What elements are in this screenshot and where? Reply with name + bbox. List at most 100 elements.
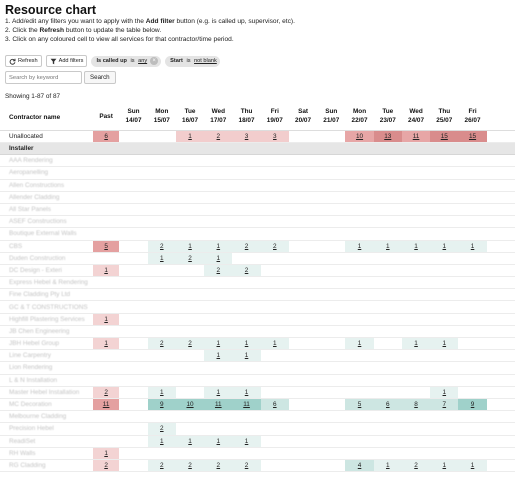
day-cell: [289, 277, 317, 288]
column-header-day[interactable]: Thu 25/07: [430, 104, 458, 130]
past-cell[interactable]: 1: [92, 447, 120, 459]
day-cell[interactable]: 2: [147, 459, 176, 472]
day-cell[interactable]: 1: [175, 435, 205, 447]
day-cell[interactable]: 1: [430, 338, 459, 350]
day-cell[interactable]: 2: [175, 338, 205, 350]
column-header-day[interactable]: Sat 20/07: [289, 104, 317, 130]
day-cell[interactable]: 1: [232, 435, 261, 447]
column-header-day[interactable]: Fri 19/07: [261, 104, 289, 130]
day-cell[interactable]: 1: [147, 435, 176, 447]
day-cell[interactable]: 2: [204, 264, 233, 277]
day-cell[interactable]: 1: [204, 252, 233, 264]
day-cell[interactable]: 1: [204, 240, 233, 252]
add-filters-button[interactable]: Add filters: [45, 55, 88, 67]
day-cell[interactable]: 2: [232, 240, 261, 252]
day-cell[interactable]: 2: [147, 240, 176, 252]
filter-chip-start[interactable]: Start is not blank: [165, 55, 220, 67]
day-cell[interactable]: 11: [204, 398, 233, 411]
day-cell[interactable]: 1: [260, 338, 289, 350]
day-cell[interactable]: 8: [401, 398, 431, 411]
day-cell: [458, 362, 486, 373]
day-cell[interactable]: 1: [232, 386, 261, 398]
day-cell[interactable]: 1: [204, 435, 233, 447]
day-cell[interactable]: 1: [204, 386, 233, 398]
column-header-day[interactable]: Mon 15/07: [148, 104, 176, 130]
filter-chip-called-up[interactable]: Is called up is any ×: [91, 55, 162, 67]
column-header-day[interactable]: Tue 16/07: [176, 104, 204, 130]
day-cell[interactable]: 1: [345, 240, 374, 252]
column-header-day[interactable]: Fri 26/07: [458, 104, 486, 130]
column-header-day[interactable]: Sun 14/07: [119, 104, 147, 130]
day-cell[interactable]: 1: [147, 252, 176, 264]
day-cell[interactable]: 1: [401, 338, 431, 350]
day-cell[interactable]: 9: [147, 398, 176, 411]
day-cell[interactable]: 1: [430, 459, 459, 472]
day-cell[interactable]: 3: [232, 131, 261, 143]
past-cell[interactable]: 6: [92, 131, 120, 143]
column-header-day[interactable]: [487, 104, 515, 130]
day-cell[interactable]: 2: [147, 338, 176, 350]
day-cell[interactable]: 2: [232, 264, 261, 277]
past-cell: [93, 289, 120, 300]
refresh-button[interactable]: Refresh: [5, 55, 42, 67]
day-cell[interactable]: 2: [204, 131, 233, 143]
day-cell[interactable]: 1: [232, 350, 261, 362]
past-cell[interactable]: 1: [92, 338, 120, 350]
day-cell[interactable]: 1: [204, 338, 233, 350]
day-cell[interactable]: 4: [345, 459, 374, 472]
day-cell[interactable]: 2: [147, 423, 176, 435]
column-header-day[interactable]: Mon 22/07: [345, 104, 373, 130]
day-cell[interactable]: 1: [373, 240, 402, 252]
column-header-contractor[interactable]: Contractor name: [9, 113, 61, 121]
past-cell[interactable]: 2: [92, 386, 120, 398]
day-cell[interactable]: 6: [260, 398, 289, 411]
day-cell[interactable]: 2: [232, 459, 261, 472]
day-cell[interactable]: 10: [175, 398, 205, 411]
past-cell[interactable]: 5: [92, 240, 120, 252]
day-cell[interactable]: 1: [458, 240, 487, 252]
day-cell[interactable]: 6: [373, 398, 402, 411]
column-header-day[interactable]: Sun 21/07: [317, 104, 345, 130]
day-cell[interactable]: 15: [458, 131, 487, 143]
day-cell[interactable]: 2: [260, 240, 289, 252]
remove-filter-icon[interactable]: ×: [150, 57, 159, 65]
day-cell[interactable]: 11: [401, 131, 431, 143]
day-cell[interactable]: 1: [345, 338, 374, 350]
day-cell[interactable]: 2: [175, 459, 205, 472]
column-header-day[interactable]: Wed 24/07: [402, 104, 430, 130]
day-cell[interactable]: 5: [345, 398, 374, 411]
column-header-day[interactable]: Thu 18/07: [232, 104, 260, 130]
past-cell[interactable]: 2: [92, 459, 120, 472]
search-button[interactable]: Search: [84, 71, 116, 84]
day-cell[interactable]: 9: [458, 398, 487, 411]
column-header-day[interactable]: Tue 23/07: [374, 104, 402, 130]
past-cell[interactable]: 1: [92, 313, 120, 325]
column-header-past[interactable]: Past: [99, 112, 113, 120]
day-cell[interactable]: 2: [204, 459, 233, 472]
day-cell[interactable]: 13: [373, 131, 402, 143]
day-cell[interactable]: 3: [260, 131, 289, 143]
day-cell[interactable]: 1: [430, 386, 459, 398]
day-cell[interactable]: 2: [175, 252, 205, 264]
day-cell[interactable]: 1: [204, 350, 233, 362]
filter-field: Start: [170, 58, 183, 64]
day-cell[interactable]: 2: [401, 459, 431, 472]
day-cell[interactable]: 11: [232, 398, 261, 411]
day-cell[interactable]: 1: [232, 338, 261, 350]
day-cell[interactable]: 1: [373, 459, 402, 472]
day-cell[interactable]: 7: [430, 398, 459, 411]
day-cell[interactable]: 15: [430, 131, 459, 143]
day-cell[interactable]: 10: [345, 131, 374, 143]
past-cell[interactable]: 11: [92, 398, 120, 411]
day-cell[interactable]: 1: [175, 131, 205, 143]
day-cell[interactable]: 1: [401, 240, 431, 252]
column-header-day[interactable]: Wed 17/07: [204, 104, 232, 130]
search-input[interactable]: [5, 71, 82, 84]
day-cell: [374, 265, 402, 276]
day-cell[interactable]: 1: [458, 459, 487, 472]
day-cell: [232, 411, 260, 422]
day-cell[interactable]: 1: [175, 240, 205, 252]
past-cell[interactable]: 1: [92, 264, 120, 277]
day-cell[interactable]: 1: [430, 240, 459, 252]
day-cell[interactable]: 1: [147, 386, 176, 398]
